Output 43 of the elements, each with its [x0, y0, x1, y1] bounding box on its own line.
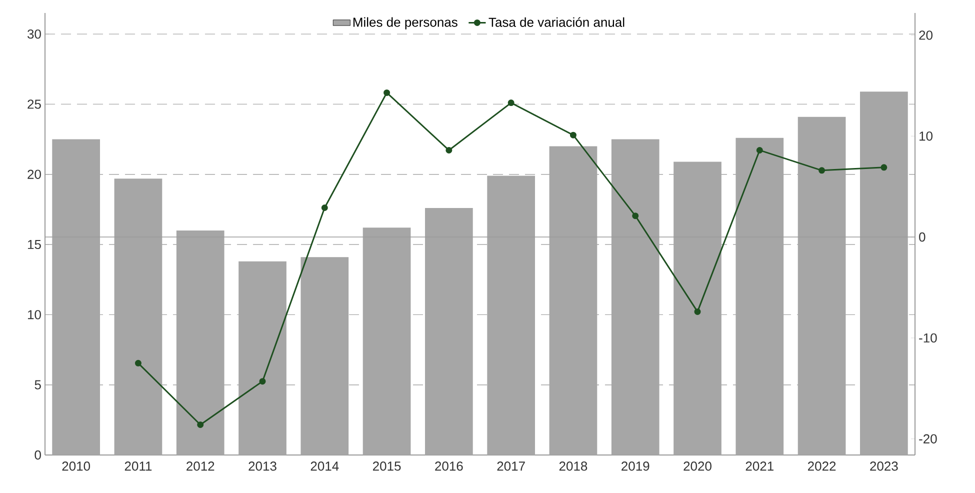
point — [570, 132, 576, 138]
point — [818, 167, 826, 174]
y-tick-label: 25 — [28, 100, 41, 109]
y-tick-label: 10 — [28, 310, 41, 320]
x-tick-label: 2015 — [372, 462, 401, 471]
x-tick-label: 2013 — [248, 462, 276, 471]
x-tick-label: 2011 — [124, 462, 152, 471]
x-tick-label: 2021 — [746, 462, 774, 471]
point — [384, 89, 390, 96]
y-tick-label: 20 — [28, 170, 41, 179]
y2-tick-label: 20 — [919, 30, 932, 40]
x-tick-label: 2012 — [186, 462, 214, 471]
point — [632, 212, 639, 220]
x-tick-label: 2018 — [559, 462, 588, 471]
x-tick-label: 2014 — [310, 462, 339, 471]
legend-label: Tasa de variación anual — [488, 17, 624, 27]
point — [259, 378, 266, 385]
y-tick-label: 30 — [28, 29, 41, 39]
x-tick-label: 2010 — [62, 462, 90, 471]
x-tick-label: 2016 — [435, 462, 463, 471]
point — [508, 100, 514, 106]
y2-tick-label: 10 — [920, 132, 932, 141]
point — [694, 308, 701, 315]
point — [197, 421, 204, 428]
x-tick-label: 2022 — [808, 462, 836, 471]
point — [321, 204, 328, 212]
legend-label: Miles de personas — [353, 17, 458, 30]
y-tick-label: 15 — [28, 240, 41, 250]
y-tick-label: 0 — [34, 450, 41, 460]
bar — [362, 228, 411, 455]
y2-tick-label: -20 — [919, 434, 937, 444]
x-tick-label: 2020 — [684, 462, 712, 471]
point — [134, 360, 142, 366]
y-tick-label: 5 — [34, 380, 41, 390]
point — [446, 146, 452, 154]
x-tick-label: 2019 — [622, 462, 650, 471]
y2-tick-label: -10 — [919, 333, 937, 343]
y2-tick-label: 0 — [919, 232, 926, 242]
point — [756, 146, 763, 154]
x-tick-label: 2023 — [870, 462, 898, 471]
bar — [425, 208, 473, 455]
point — [880, 164, 888, 171]
x-tick-label: 2017 — [497, 462, 525, 471]
